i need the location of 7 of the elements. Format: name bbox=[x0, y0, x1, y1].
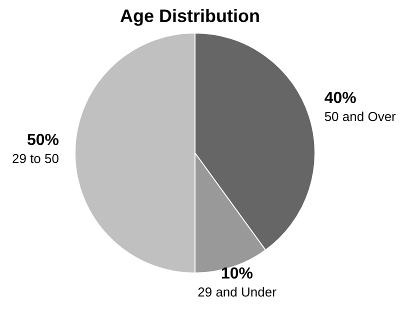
data-label: 40% bbox=[324, 90, 356, 107]
slice-label: 29 and Under bbox=[198, 284, 278, 300]
slice-label: 50 and Over bbox=[324, 108, 397, 124]
chart-title: Age Distribution bbox=[120, 6, 260, 26]
data-label: 10% bbox=[221, 265, 254, 282]
data-label: 50% bbox=[26, 132, 59, 149]
slice-label: 29 to 50 bbox=[12, 151, 59, 166]
